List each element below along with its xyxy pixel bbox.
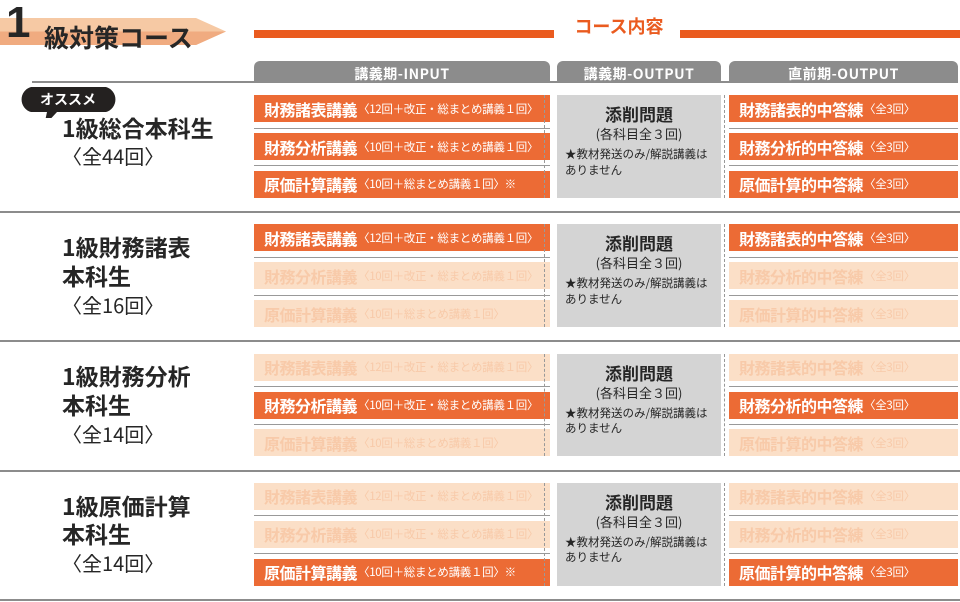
svg-text:オススメ: オススメ [40, 90, 96, 110]
